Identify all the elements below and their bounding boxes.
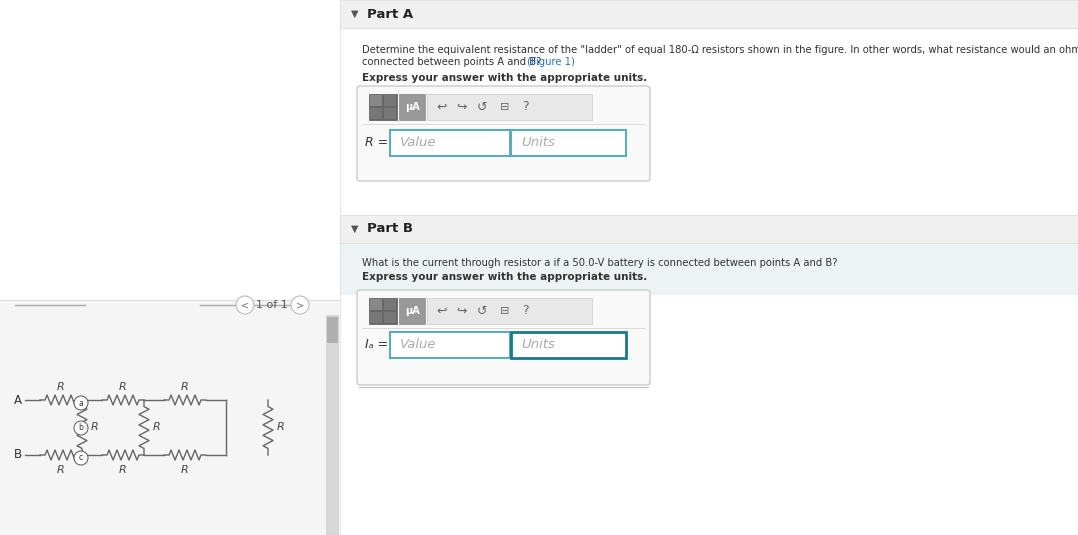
Bar — [511, 332, 626, 358]
Text: ⊟: ⊟ — [500, 102, 510, 112]
Circle shape — [74, 451, 88, 465]
Bar — [390, 332, 510, 358]
Text: Determine the equivalent resistance of the "ladder" of equal 180-Ω resistors sho: Determine the equivalent resistance of t… — [362, 45, 1078, 55]
Text: Units: Units — [521, 136, 555, 149]
Text: R =: R = — [365, 136, 388, 149]
Text: ▼: ▼ — [351, 9, 359, 19]
Circle shape — [74, 421, 88, 435]
Bar — [399, 94, 425, 120]
Text: >: > — [296, 300, 304, 310]
Text: 1 of 1: 1 of 1 — [257, 300, 288, 310]
Text: μA: μA — [404, 102, 419, 112]
Circle shape — [236, 296, 254, 314]
Text: R: R — [181, 465, 189, 475]
Text: ↺: ↺ — [476, 304, 487, 317]
Text: connected between points A and B?: connected between points A and B? — [362, 57, 544, 67]
Text: ↺: ↺ — [476, 101, 487, 113]
Text: ?: ? — [522, 101, 528, 113]
Bar — [340, 0, 1078, 535]
Circle shape — [74, 396, 88, 410]
Bar — [370, 312, 382, 323]
Text: μA: μA — [404, 306, 419, 316]
Bar — [384, 299, 396, 310]
Text: R: R — [153, 423, 161, 432]
Bar — [384, 312, 396, 323]
Text: <: < — [241, 300, 249, 310]
Bar — [390, 130, 510, 156]
Bar — [0, 0, 340, 535]
Text: R: R — [120, 465, 127, 475]
Bar — [384, 95, 396, 106]
Text: Value: Value — [400, 136, 437, 149]
Text: Express your answer with the appropriate units.: Express your answer with the appropriate… — [362, 272, 647, 282]
Bar — [370, 299, 382, 310]
Bar — [399, 298, 425, 324]
Text: ↩: ↩ — [437, 101, 447, 113]
Text: ?: ? — [522, 304, 528, 317]
Text: R: R — [91, 423, 99, 432]
Text: c: c — [79, 454, 83, 462]
Bar — [326, 315, 338, 535]
Bar — [340, 215, 1078, 243]
Circle shape — [291, 296, 309, 314]
Text: A: A — [14, 394, 22, 407]
Bar — [370, 95, 382, 106]
Text: Value: Value — [400, 339, 437, 351]
Text: B: B — [14, 448, 22, 462]
Text: R: R — [120, 382, 127, 392]
Text: (Figure 1): (Figure 1) — [527, 57, 575, 67]
Bar — [340, 215, 1078, 295]
Text: ↩: ↩ — [437, 304, 447, 317]
Bar — [511, 130, 626, 156]
Text: R: R — [181, 382, 189, 392]
Bar — [327, 317, 337, 342]
Text: What is the current through resistor a if a 50.0-V battery is connected between : What is the current through resistor a i… — [362, 258, 838, 268]
Text: ▼: ▼ — [351, 224, 359, 234]
FancyBboxPatch shape — [357, 86, 650, 181]
Text: ⊟: ⊟ — [500, 306, 510, 316]
Bar — [369, 298, 397, 324]
Text: a: a — [79, 399, 83, 408]
Text: R: R — [57, 382, 65, 392]
Bar — [340, 0, 1078, 28]
Bar — [427, 298, 592, 324]
Text: R: R — [57, 465, 65, 475]
Text: Part B: Part B — [367, 223, 413, 235]
Text: Units: Units — [521, 339, 555, 351]
Bar — [0, 0, 340, 300]
Text: R: R — [277, 423, 285, 432]
FancyBboxPatch shape — [357, 290, 650, 385]
Bar — [427, 94, 592, 120]
Text: Part A: Part A — [367, 7, 413, 20]
Bar — [384, 108, 396, 119]
Bar — [370, 108, 382, 119]
Bar — [369, 94, 397, 120]
Text: Express your answer with the appropriate units.: Express your answer with the appropriate… — [362, 73, 647, 83]
Text: ↪: ↪ — [457, 101, 467, 113]
Text: ↪: ↪ — [457, 304, 467, 317]
Text: Iₐ =: Iₐ = — [365, 339, 388, 351]
Text: b: b — [79, 424, 83, 432]
